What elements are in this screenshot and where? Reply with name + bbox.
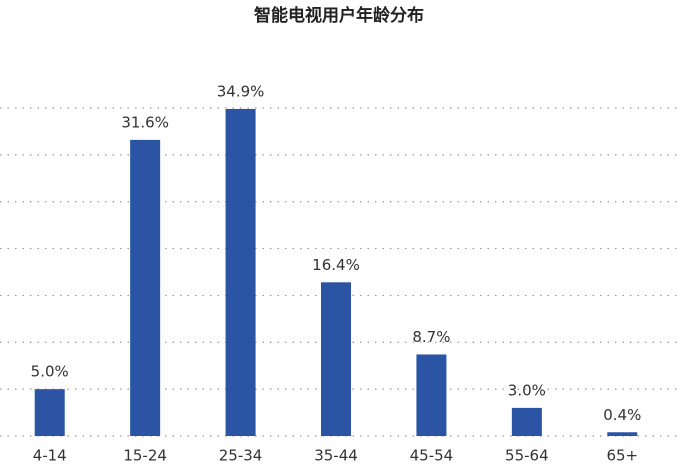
bar [607,432,638,436]
value-label: 5.0% [31,363,69,381]
bar [225,108,256,437]
value-label: 3.0% [508,381,546,399]
x-tick-label: 55-64 [505,447,549,465]
bar [34,389,65,436]
value-label: 34.9% [217,82,265,100]
value-label: 31.6% [121,113,169,131]
bar [321,282,351,436]
x-tick-label: 65+ [606,447,638,465]
x-tick-label: 15-24 [123,447,167,465]
bar [130,139,161,436]
chart-title: 智能电视用户年龄分布 [254,5,424,26]
x-tick-label: 35-44 [314,447,358,465]
bar [416,354,447,436]
x-tick-label: 25-34 [219,447,263,465]
x-tick-label: 4-14 [33,447,67,465]
x-tick-label: 45-54 [410,447,454,465]
bar [511,407,542,436]
value-label: 0.4% [603,406,641,424]
value-label: 16.4% [312,256,360,274]
value-label: 8.7% [412,328,450,346]
